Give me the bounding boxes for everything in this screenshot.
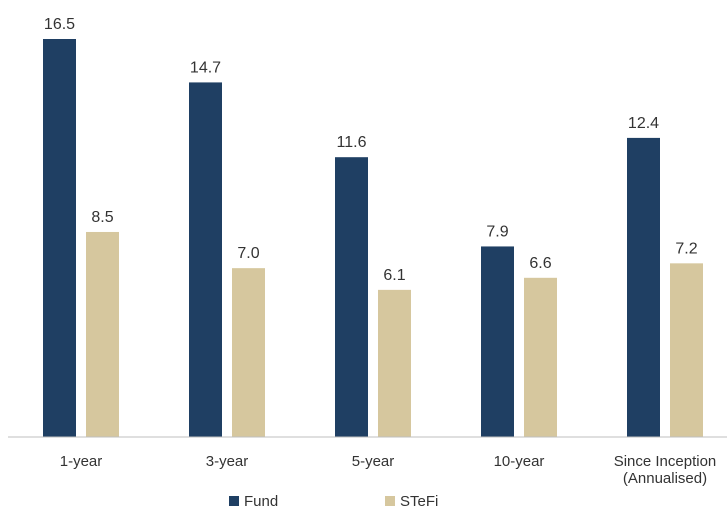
bar-fund-1 — [189, 82, 222, 437]
legend-swatch-fund — [229, 496, 239, 506]
bar-stefi-2 — [378, 289, 411, 437]
bar-stefi-0 — [86, 231, 119, 437]
value-labels-layer: 16.5 8.5 14.7 7.0 11.6 6.1 7.9 6.6 12.4 7.2 — [44, 16, 698, 284]
category-label-line: 3-year — [206, 453, 249, 470]
legend: Fund STeFi — [229, 493, 438, 509]
category-label-1: 3-year — [206, 453, 249, 470]
bar-stefi-1 — [232, 268, 265, 437]
bar-fund-0 — [43, 39, 76, 437]
value-label-fund-3: 7.9 — [486, 223, 508, 240]
category-labels-layer: 1-year 3-year 5-year 10-year Since Inception… — [60, 453, 717, 487]
category-label-0: 1-year — [60, 453, 103, 470]
value-label-fund-1: 14.7 — [190, 59, 221, 76]
category-label-line: 1-year — [60, 453, 103, 470]
bar-fund-2 — [335, 157, 368, 437]
value-label-stefi-4: 7.2 — [675, 240, 697, 257]
bar-stefi-4 — [670, 263, 703, 437]
bar-stefi-3 — [524, 277, 557, 437]
value-label-fund-0: 16.5 — [44, 16, 75, 33]
bars-layer — [43, 39, 703, 437]
bar-fund-4 — [627, 137, 660, 437]
category-label-3: 10-year — [494, 453, 545, 470]
legend-label-fund: Fund — [244, 493, 278, 509]
category-label-line: 10-year — [494, 453, 545, 470]
value-label-stefi-1: 7.0 — [237, 245, 259, 262]
value-label-fund-4: 12.4 — [628, 115, 659, 132]
value-label-stefi-0: 8.5 — [91, 209, 113, 226]
category-label-2: 5-year — [352, 453, 395, 470]
legend-swatch-stefi — [385, 496, 395, 506]
value-label-fund-2: 11.6 — [337, 134, 367, 151]
category-label-line: (Annualised) — [623, 470, 707, 487]
legend-label-stefi: STeFi — [400, 493, 438, 509]
category-label-line: Since Inception — [614, 453, 717, 470]
category-label-4: Since Inception (Annualised) — [614, 453, 717, 487]
category-label-line: 5-year — [352, 453, 395, 470]
value-label-stefi-2: 6.1 — [383, 267, 405, 284]
bar-fund-3 — [481, 246, 514, 437]
value-label-stefi-3: 6.6 — [529, 255, 551, 272]
